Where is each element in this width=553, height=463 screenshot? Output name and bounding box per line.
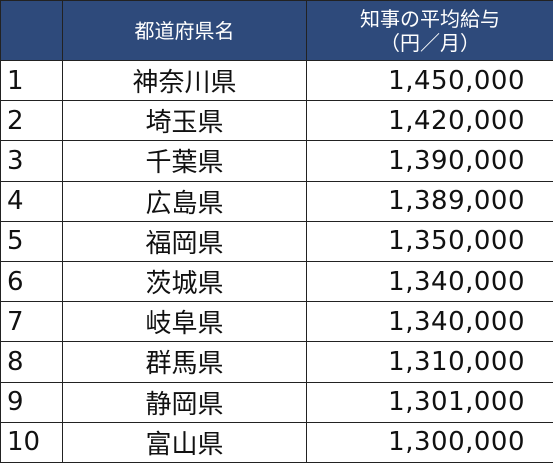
- salary-cell: 1,340,000: [306, 260, 553, 303]
- prefecture-cell: 千葉県: [62, 140, 307, 182]
- prefecture-cell: 静岡県: [62, 381, 307, 423]
- prefecture-column-header: 都道府県名: [62, 0, 307, 61]
- prefecture-cell: 茨城県: [62, 260, 307, 303]
- table-row: 6 茨城県 1,340,000: [0, 260, 553, 303]
- rank-cell: 7: [0, 301, 63, 343]
- table-row: 3 千葉県 1,390,000: [0, 140, 553, 182]
- salary-cell: 1,420,000: [306, 100, 553, 142]
- prefecture-cell: 広島県: [62, 180, 307, 222]
- table-row: 10 富山県 1,300,000: [0, 421, 553, 463]
- rank-cell: 9: [0, 381, 63, 423]
- rank-cell: 6: [0, 260, 63, 303]
- rank-cell: 3: [0, 140, 63, 182]
- prefecture-cell: 埼玉県: [62, 100, 307, 142]
- salary-cell: 1,389,000: [306, 180, 553, 222]
- rank-cell: 1: [0, 59, 63, 102]
- salary-cell: 1,390,000: [306, 140, 553, 182]
- salary-cell: 1,340,000: [306, 301, 553, 343]
- table-row: 1 神奈川県 1,450,000: [0, 59, 553, 102]
- rank-cell: 5: [0, 220, 63, 262]
- prefecture-cell: 富山県: [62, 421, 307, 463]
- prefecture-cell: 群馬県: [62, 341, 307, 383]
- table-row: 7 岐阜県 1,340,000: [0, 301, 553, 343]
- salary-cell: 1,301,000: [306, 381, 553, 423]
- table-row: 5 福岡県 1,350,000: [0, 220, 553, 262]
- table-row: 4 広島県 1,389,000: [0, 180, 553, 222]
- prefecture-cell: 福岡県: [62, 220, 307, 262]
- rank-cell: 2: [0, 100, 63, 142]
- salary-cell: 1,310,000: [306, 341, 553, 383]
- rank-column-header: [0, 0, 63, 61]
- rank-cell: 8: [0, 341, 63, 383]
- salary-header-title: 知事の平均給与: [360, 6, 500, 31]
- header-row: 都道府県名 知事の平均給与 （円／月）: [0, 0, 553, 61]
- table-row: 8 群馬県 1,310,000: [0, 341, 553, 383]
- salary-cell: 1,300,000: [306, 421, 553, 463]
- salary-cell: 1,350,000: [306, 220, 553, 262]
- rank-cell: 10: [0, 421, 63, 463]
- rank-cell: 4: [0, 180, 63, 222]
- table-header: 都道府県名 知事の平均給与 （円／月）: [0, 0, 553, 61]
- table-row: 9 静岡県 1,301,000: [0, 381, 553, 423]
- salary-column-header: 知事の平均給与 （円／月）: [306, 0, 553, 61]
- prefecture-cell: 神奈川県: [62, 59, 307, 102]
- salary-cell: 1,450,000: [306, 59, 553, 102]
- prefecture-cell: 岐阜県: [62, 301, 307, 343]
- salary-header-unit: （円／月）: [380, 30, 480, 55]
- table-row: 2 埼玉県 1,420,000: [0, 100, 553, 142]
